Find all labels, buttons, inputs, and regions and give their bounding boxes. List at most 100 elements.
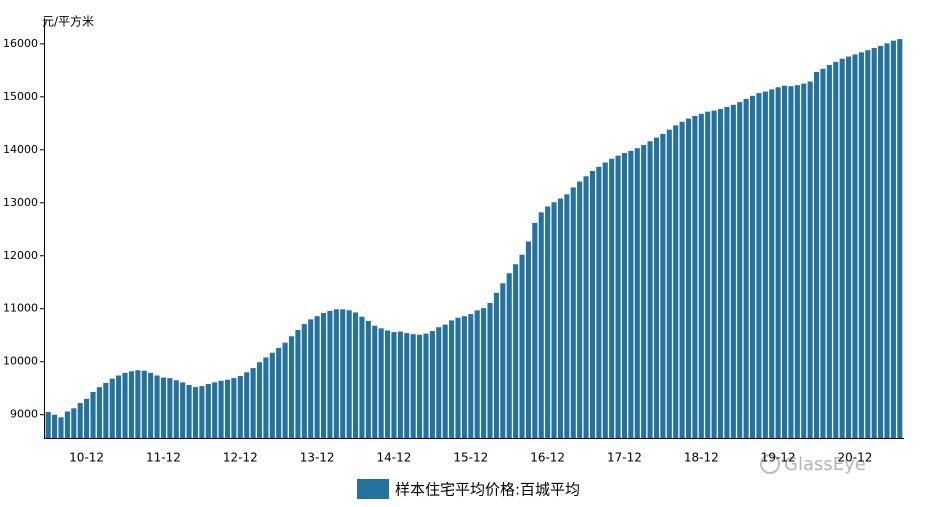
bar [493, 292, 499, 438]
bar [154, 375, 160, 438]
bar [308, 319, 314, 438]
bar [743, 98, 749, 438]
bar [442, 324, 448, 438]
bar [250, 368, 256, 438]
bar [487, 302, 493, 438]
bar [71, 408, 77, 438]
bar [679, 121, 685, 438]
bar [545, 206, 551, 438]
bar [833, 61, 839, 439]
bar [404, 333, 410, 438]
bar [429, 330, 435, 438]
bar [327, 310, 333, 438]
bar [256, 362, 263, 438]
legend: 样本住宅平均价格:百城平均 [357, 479, 580, 499]
bar [884, 43, 890, 439]
bar [673, 125, 679, 438]
bar [506, 273, 512, 438]
watermark-text: GlassEye [784, 454, 866, 475]
bar [122, 372, 128, 438]
y-axis-label: 元/平方米 [42, 14, 94, 29]
bar [90, 391, 96, 438]
bar [77, 403, 83, 438]
x-tick-label: 13-12 [300, 451, 335, 465]
bar [532, 222, 538, 438]
bar [52, 414, 58, 438]
bar [192, 387, 199, 438]
bar [173, 380, 179, 438]
bar [775, 87, 781, 438]
bar [244, 372, 250, 438]
bar [839, 58, 845, 439]
bar [58, 417, 64, 438]
y-tick-label: 16000 [3, 37, 38, 50]
bar [564, 194, 570, 438]
x-tick-label: 20-12 [838, 451, 873, 465]
bar [878, 45, 884, 438]
bar [769, 89, 775, 439]
y-tick-label: 12000 [3, 249, 38, 262]
bar [436, 327, 442, 438]
bar [295, 329, 301, 438]
bar [461, 316, 467, 438]
bar [237, 376, 243, 438]
bar [314, 316, 320, 438]
legend-swatch [357, 479, 389, 499]
bar [128, 371, 135, 438]
bar [141, 370, 147, 438]
bar [698, 113, 704, 439]
x-tick-label: 17-12 [607, 451, 642, 465]
x-tick-label: 19-12 [761, 451, 796, 465]
bar [384, 330, 391, 438]
bar [481, 308, 487, 438]
bar [218, 380, 224, 438]
bar [340, 309, 346, 438]
bar [589, 170, 596, 438]
bar [641, 145, 647, 438]
x-tick-label: 14-12 [377, 451, 412, 465]
bar [224, 379, 231, 438]
bar [538, 212, 544, 438]
bar [320, 312, 327, 438]
bar [871, 48, 877, 438]
bar [519, 254, 525, 438]
bar [647, 141, 653, 438]
bar [609, 158, 615, 439]
bar [756, 93, 762, 439]
bar [653, 137, 660, 438]
x-tick-label: 10-12 [69, 451, 104, 465]
bar [846, 56, 852, 438]
bar [570, 187, 576, 438]
bar [749, 95, 756, 438]
y-tick-label: 9000 [10, 408, 38, 421]
bar [423, 333, 429, 438]
bar [148, 372, 154, 438]
bar [449, 320, 455, 438]
bar [794, 85, 800, 438]
bar [717, 109, 724, 439]
bar [583, 176, 589, 438]
bar [199, 386, 205, 438]
bar [301, 324, 307, 438]
bar [96, 387, 102, 438]
bar [109, 378, 115, 438]
bar [602, 162, 608, 439]
bar [359, 316, 365, 438]
bar [781, 85, 788, 438]
bar [615, 155, 621, 438]
y-tick-label: 13000 [3, 196, 38, 209]
watermark: GlassEye [760, 454, 866, 475]
bar [500, 283, 506, 438]
bar [282, 342, 288, 438]
bar [397, 331, 403, 438]
bar [525, 241, 531, 438]
bar [180, 382, 186, 438]
bar [372, 325, 378, 438]
bar [634, 148, 640, 438]
bar [621, 152, 628, 438]
bar [858, 52, 864, 438]
y-tick-label: 14000 [3, 143, 38, 156]
bar [135, 370, 141, 438]
bar [410, 334, 416, 438]
bar [724, 106, 730, 438]
